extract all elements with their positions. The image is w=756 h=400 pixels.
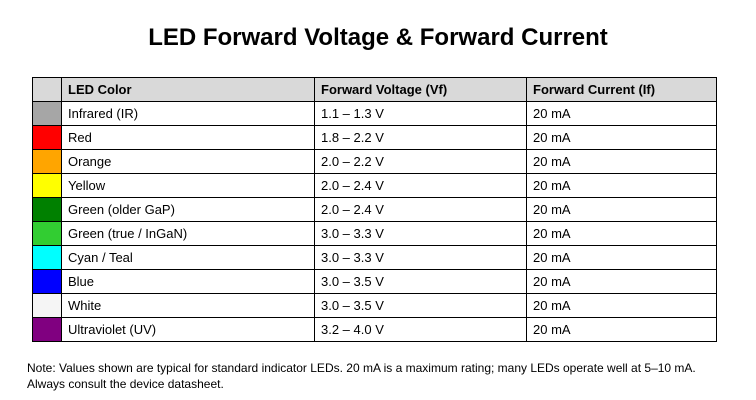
forward-current-cell: 20 mA	[526, 173, 717, 198]
forward-voltage-cell: 2.0 – 2.4 V	[314, 173, 527, 198]
led-color-cell: Infrared (IR)	[61, 101, 315, 126]
page-title: LED Forward Voltage & Forward Current	[148, 24, 608, 51]
table-row: Cyan / Teal 3.0 – 3.3 V 20 mA	[32, 245, 717, 270]
forward-voltage-cell: 1.1 – 1.3 V	[314, 101, 527, 126]
forward-current-cell: 20 mA	[526, 101, 717, 126]
table-row: Infrared (IR) 1.1 – 1.3 V 20 mA	[32, 101, 717, 126]
forward-voltage-cell: 1.8 – 2.2 V	[314, 125, 527, 150]
led-color-cell: Yellow	[61, 173, 315, 198]
forward-current-cell: 20 mA	[526, 197, 717, 222]
table-row: Red 1.8 – 2.2 V 20 mA	[32, 125, 717, 150]
forward-current-cell: 20 mA	[526, 293, 717, 318]
color-swatch	[32, 173, 62, 198]
color-swatch	[32, 197, 62, 222]
led-color-cell: White	[61, 293, 315, 318]
footnote: Note: Values shown are typical for stand…	[27, 361, 696, 391]
color-swatch	[32, 101, 62, 126]
swatch-column-header	[32, 77, 62, 102]
color-swatch	[32, 269, 62, 294]
table-row: Blue 3.0 – 3.5 V 20 mA	[32, 269, 717, 294]
led-color-cell: Red	[61, 125, 315, 150]
led-color-cell: Blue	[61, 269, 315, 294]
led-table: LED Color Forward Voltage (Vf) Forward C…	[32, 77, 717, 342]
table-row: Green (true / InGaN) 3.0 – 3.3 V 20 mA	[32, 221, 717, 246]
color-swatch	[32, 221, 62, 246]
led-table-container: LED Color Forward Voltage (Vf) Forward C…	[32, 77, 717, 342]
table-header-row: LED Color Forward Voltage (Vf) Forward C…	[32, 77, 717, 102]
forward-current-cell: 20 mA	[526, 125, 717, 150]
table-row: Ultraviolet (UV) 3.2 – 4.0 V 20 mA	[32, 317, 717, 342]
forward-current-cell: 20 mA	[526, 221, 717, 246]
column-header-forward-current: Forward Current (If)	[526, 77, 717, 102]
forward-voltage-cell: 3.2 – 4.0 V	[314, 317, 527, 342]
led-color-cell: Orange	[61, 149, 315, 174]
forward-voltage-cell: 2.0 – 2.4 V	[314, 197, 527, 222]
table-body: Infrared (IR) 1.1 – 1.3 V 20 mA Red 1.8 – 2.…	[32, 101, 717, 342]
table-row: Orange 2.0 – 2.2 V 20 mA	[32, 149, 717, 174]
led-color-cell: Ultraviolet (UV)	[61, 317, 315, 342]
color-swatch	[32, 125, 62, 150]
forward-voltage-cell: 2.0 – 2.2 V	[314, 149, 527, 174]
column-header-led-color: LED Color	[61, 77, 315, 102]
forward-current-cell: 20 mA	[526, 269, 717, 294]
forward-current-cell: 20 mA	[526, 149, 717, 174]
color-swatch	[32, 317, 62, 342]
forward-current-cell: 20 mA	[526, 317, 717, 342]
table-row: White 3.0 – 3.5 V 20 mA	[32, 293, 717, 318]
forward-voltage-cell: 3.0 – 3.5 V	[314, 269, 527, 294]
column-header-forward-voltage: Forward Voltage (Vf)	[314, 77, 527, 102]
led-color-cell: Cyan / Teal	[61, 245, 315, 270]
color-swatch	[32, 293, 62, 318]
led-color-cell: Green (older GaP)	[61, 197, 315, 222]
table-row: Green (older GaP) 2.0 – 2.4 V 20 mA	[32, 197, 717, 222]
led-color-cell: Green (true / InGaN)	[61, 221, 315, 246]
color-swatch	[32, 149, 62, 174]
table-row: Yellow 2.0 – 2.4 V 20 mA	[32, 173, 717, 198]
forward-voltage-cell: 3.0 – 3.3 V	[314, 245, 527, 270]
forward-current-cell: 20 mA	[526, 245, 717, 270]
color-swatch	[32, 245, 62, 270]
forward-voltage-cell: 3.0 – 3.5 V	[314, 293, 527, 318]
forward-voltage-cell: 3.0 – 3.3 V	[314, 221, 527, 246]
